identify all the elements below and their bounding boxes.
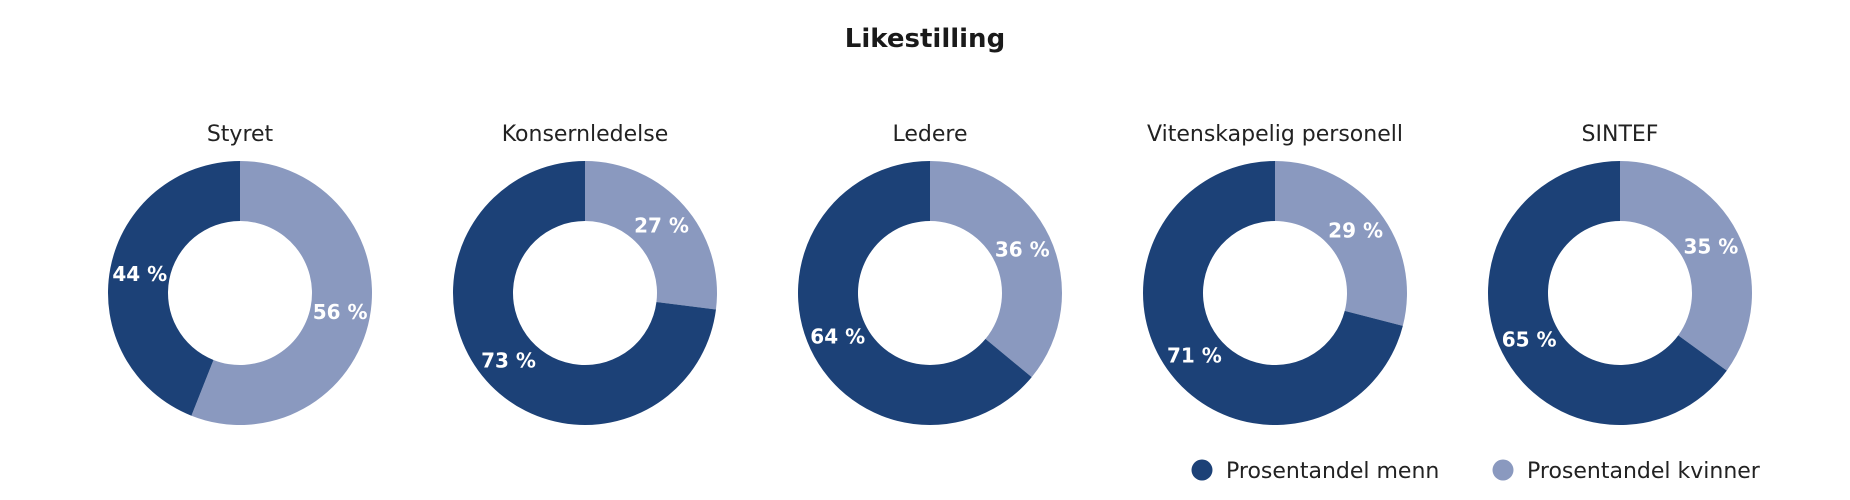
slice-vitenskapelig-personell-prosentandel-kvinner [1275,161,1407,326]
donut-title-ledere: Ledere [892,122,967,147]
data-label-styret-prosentandel-menn: 44 % [112,262,167,286]
data-label-vitenskapelig-personell-prosentandel-menn: 71 % [1167,344,1222,368]
legend: Prosentandel menn Prosentandel kvinner [1191,459,1761,484]
slice-ledere-prosentandel-menn [798,161,1032,425]
donut-sintef: SINTEF 35 % 65 % [1488,122,1752,426]
donut-group: Styret 56 % 44 % Konsernledelse 27 % 73 % Lede… [107,122,1752,426]
donut-vitenskapelig-personell: Vitenskapelig personell 29 % 71 % [1143,122,1407,425]
slice-sintef-prosentandel-menn [1488,161,1727,426]
legend-swatch-prosentandel-kvinner [1492,459,1514,481]
legend-label-prosentandel-kvinner: Prosentandel kvinner [1527,459,1761,484]
legend-item-prosentandel-kvinner: Prosentandel kvinner [1492,459,1761,484]
data-label-ledere-prosentandel-kvinner: 36 % [995,238,1050,262]
data-label-konsernledelse-prosentandel-kvinner: 27 % [634,214,689,238]
donut-title-konsernledelse: Konsernledelse [502,122,669,147]
donut-ledere: Ledere 36 % 64 % [798,122,1062,425]
donut-title-vitenskapelig-personell: Vitenskapelig personell [1147,122,1403,147]
donut-konsernledelse: Konsernledelse 27 % 73 % [452,122,717,425]
data-label-vitenskapelig-personell-prosentandel-kvinner: 29 % [1328,218,1383,242]
slice-sintef-prosentandel-kvinner [1620,161,1752,371]
slice-styret-prosentandel-kvinner [191,161,373,425]
legend-item-prosentandel-menn: Prosentandel menn [1191,459,1439,484]
chart-title: Likestilling [845,24,1005,54]
data-label-sintef-prosentandel-kvinner: 35 % [1683,235,1738,259]
slice-vitenskapelig-personell-prosentandel-menn [1143,161,1403,425]
data-label-ledere-prosentandel-menn: 64 % [810,324,865,348]
donut-styret: Styret 56 % 44 % [107,122,373,425]
donut-title-sintef: SINTEF [1582,122,1659,147]
slice-konsernledelse-prosentandel-kvinner [585,161,717,310]
slice-styret-prosentandel-menn [107,161,240,416]
slice-konsernledelse-prosentandel-menn [452,161,716,425]
data-label-konsernledelse-prosentandel-menn: 73 % [481,348,536,372]
data-label-sintef-prosentandel-menn: 65 % [1502,327,1557,351]
donut-title-styret: Styret [207,122,274,147]
data-label-styret-prosentandel-kvinner: 56 % [313,300,368,324]
slice-ledere-prosentandel-kvinner [930,161,1062,378]
legend-swatch-prosentandel-menn [1191,459,1213,481]
legend-label-prosentandel-menn: Prosentandel menn [1226,459,1439,484]
